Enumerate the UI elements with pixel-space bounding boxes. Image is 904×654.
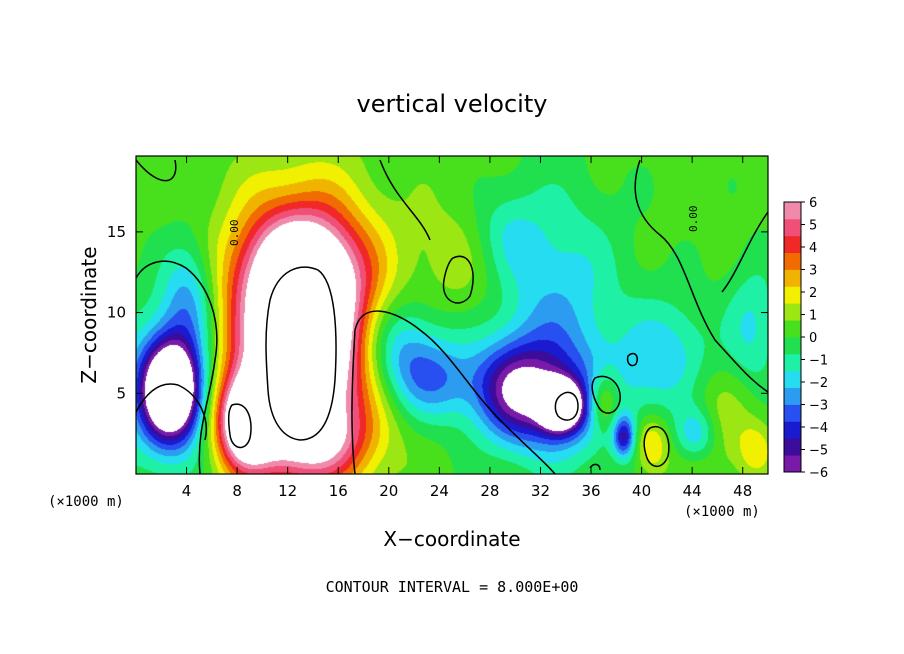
zero-contour bbox=[351, 310, 556, 474]
colorbar-tick-label: 0 bbox=[809, 331, 817, 346]
zero-contour bbox=[136, 159, 177, 182]
y-tick-label: 5 bbox=[116, 384, 126, 402]
colorbar: 6 5 4 3 2 1 0 −1 −2 −3 −4 −5 −6 bbox=[783, 196, 828, 481]
zero-contour bbox=[643, 425, 670, 468]
zero-contour bbox=[442, 255, 474, 304]
colorbar-tick-label: −3 bbox=[809, 399, 828, 414]
x-tick-label: 4 bbox=[182, 482, 192, 500]
chart-title: vertical velocity bbox=[357, 90, 548, 118]
colorbar-swatch bbox=[784, 252, 801, 270]
colorbar-tick-label: 2 bbox=[809, 286, 817, 301]
x-tick-label: 24 bbox=[430, 482, 449, 500]
x-tick-label: 36 bbox=[581, 482, 600, 500]
zero-contour bbox=[626, 352, 639, 367]
zero-contour bbox=[721, 211, 768, 293]
heatmap-field: 0.00 0.00 bbox=[136, 156, 768, 474]
x-tick-label: 16 bbox=[329, 482, 348, 500]
x-unit-label-left: (×1000 m) bbox=[48, 494, 124, 510]
x-tick-label: 28 bbox=[480, 482, 499, 500]
x-tick-label: 48 bbox=[733, 482, 752, 500]
colorbar-tick-label: 4 bbox=[809, 241, 817, 256]
x-tick-label: 20 bbox=[379, 482, 398, 500]
zero-contour bbox=[554, 391, 579, 421]
colorbar-swatch bbox=[784, 455, 801, 473]
zero-contour bbox=[379, 159, 431, 241]
zero-contour bbox=[634, 159, 768, 393]
x-tick-label: 8 bbox=[232, 482, 242, 500]
colorbar-swatch bbox=[784, 303, 801, 321]
x-axis: 4 8 12 16 20 24 28 32 36 40 44 48 bbox=[182, 156, 752, 500]
colorbar-tick-label: −1 bbox=[809, 354, 828, 369]
y-tick-label: 10 bbox=[107, 304, 126, 322]
colorbar-tick-label: −4 bbox=[809, 421, 828, 436]
x-tick-label: 12 bbox=[278, 482, 297, 500]
colorbar-tick-label: 3 bbox=[809, 264, 817, 279]
colorbar-swatch bbox=[784, 286, 801, 304]
y-axis-label: Z−coordinate bbox=[77, 246, 101, 383]
colorbar-swatch bbox=[784, 337, 801, 355]
colorbar-tick-label: 6 bbox=[809, 196, 817, 211]
colorbar-tick-label: 1 bbox=[809, 309, 817, 324]
contour-label: 0.00 bbox=[687, 206, 700, 233]
zero-contour bbox=[589, 463, 601, 471]
colorbar-swatch bbox=[784, 269, 801, 287]
x-axis-label: X−coordinate bbox=[383, 527, 520, 551]
colorbar-swatch bbox=[784, 353, 801, 372]
zero-contour bbox=[591, 375, 621, 414]
zero-contour bbox=[265, 266, 337, 441]
colorbar-swatch bbox=[784, 438, 801, 456]
zero-contours bbox=[136, 159, 768, 474]
y-axis: 5 10 15 bbox=[107, 223, 768, 402]
colorbar-swatch bbox=[784, 421, 801, 439]
x-unit-label-right: (×1000 m) bbox=[684, 504, 760, 520]
colorbar-swatch bbox=[784, 235, 801, 254]
x-tick-label: 32 bbox=[531, 482, 550, 500]
colorbar-swatch bbox=[784, 320, 801, 338]
contour-interval-note: CONTOUR INTERVAL = 8.000E+00 bbox=[326, 578, 579, 596]
zero-contour bbox=[227, 403, 252, 449]
colorbar-swatch bbox=[784, 218, 801, 237]
colorbar-tick-label: −2 bbox=[809, 376, 828, 391]
velocity-field-image bbox=[136, 156, 768, 474]
colorbar-swatch bbox=[784, 370, 801, 389]
zero-contour bbox=[136, 260, 218, 474]
colorbar-swatch bbox=[784, 404, 801, 422]
colorbar-swatch bbox=[784, 202, 801, 220]
colorbar-tick-label: 5 bbox=[809, 219, 817, 234]
zero-contour bbox=[136, 383, 207, 441]
x-tick-label: 40 bbox=[632, 482, 651, 500]
contour-label: 0.00 bbox=[228, 220, 241, 247]
plot-frame bbox=[135, 155, 769, 475]
colorbar-tick-label: −5 bbox=[809, 444, 828, 459]
y-tick-label: 15 bbox=[107, 223, 126, 241]
x-tick-label: 44 bbox=[683, 482, 702, 500]
colorbar-tick-label: −6 bbox=[809, 466, 828, 481]
colorbar-swatch bbox=[784, 387, 801, 405]
